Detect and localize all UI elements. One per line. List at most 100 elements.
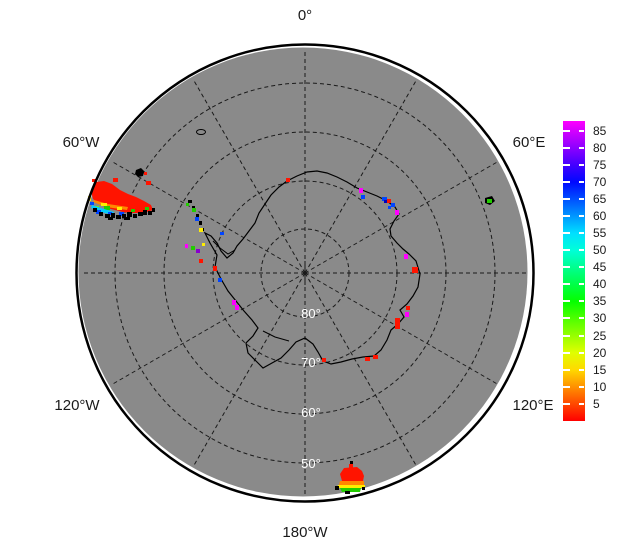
meridian-line xyxy=(304,78,418,274)
data-speck xyxy=(99,212,103,216)
data-speck xyxy=(96,210,101,214)
data-speck xyxy=(235,305,239,310)
meridian-label-0: 0° xyxy=(298,7,312,24)
colorbar-tick xyxy=(579,351,584,354)
data-speck xyxy=(412,267,418,273)
meridian-label-180w: 180°W xyxy=(282,524,328,541)
data-speck xyxy=(144,172,147,175)
colorbar-tick xyxy=(563,163,570,166)
colorbar-tick xyxy=(563,232,570,235)
island-northwest xyxy=(135,168,144,177)
data-speck xyxy=(117,207,122,210)
colorbar-tick xyxy=(563,402,570,405)
data-speck xyxy=(185,244,188,248)
colorbar-tick-label: 80 xyxy=(593,140,607,155)
data-speck xyxy=(337,485,365,488)
meridian-labels: 0° 60°E 120°E 180°W 120°W 60°W xyxy=(54,7,553,541)
meridian-line xyxy=(110,160,306,274)
map-border-circle xyxy=(75,43,535,503)
data-speck xyxy=(199,221,202,225)
data-speck xyxy=(361,195,365,199)
data-speck xyxy=(127,212,132,217)
data-speck xyxy=(487,199,492,203)
colorbar-tick xyxy=(563,214,570,217)
data-speck xyxy=(199,259,203,263)
colorbar-tick-label: 35 xyxy=(593,294,607,309)
data-speck xyxy=(146,181,151,185)
data-speck xyxy=(113,178,118,182)
colorbar-tick xyxy=(579,180,584,183)
colorbar-tick-label: 55 xyxy=(593,226,607,241)
meridian-line xyxy=(192,78,306,274)
data-speck xyxy=(119,212,124,216)
colorbar-tick xyxy=(579,283,584,286)
colorbar-tick xyxy=(579,249,584,252)
colorbar-tick-label: 75 xyxy=(593,157,607,172)
colorbar-tick xyxy=(579,214,584,217)
data-speck xyxy=(196,214,199,218)
meridian-label-60e: 60°E xyxy=(513,134,546,151)
data-speck xyxy=(213,266,217,271)
colorbar-tick xyxy=(579,402,584,405)
data-speck xyxy=(406,306,410,310)
colorbar-tick xyxy=(563,300,570,303)
colorbar-tick xyxy=(579,146,584,149)
data-speck xyxy=(365,357,370,361)
island-south xyxy=(350,461,353,464)
data-speck xyxy=(349,464,353,469)
ice-shelf-lines xyxy=(212,240,290,342)
meridian-label-60w: 60°W xyxy=(63,134,101,151)
colorbar-tick xyxy=(563,334,570,337)
data-speck xyxy=(220,232,224,235)
colorbar-legend: 85 80 75 70 65 60 55 50 45 40 35 30 25 20 15 10 5 xyxy=(563,121,625,421)
colorbar-tick xyxy=(563,129,570,132)
data-speck xyxy=(131,209,135,212)
data-speck xyxy=(202,243,205,246)
colorbar-tick xyxy=(579,163,584,166)
colorbar-tick xyxy=(563,180,570,183)
island-outline xyxy=(196,129,206,135)
latitude-label-80: 80° xyxy=(301,306,321,321)
data-speck xyxy=(104,206,110,210)
data-speck xyxy=(145,207,149,210)
meridian-label-120e: 120°E xyxy=(512,397,553,414)
colorbar-tick xyxy=(579,266,584,269)
data-speck xyxy=(199,228,203,232)
data-speck xyxy=(286,178,290,182)
colorbar-tick-label: 70 xyxy=(593,174,607,189)
data-speck xyxy=(195,217,199,221)
colorbar-tick xyxy=(563,385,570,388)
data-speck xyxy=(335,486,339,490)
data-speck xyxy=(382,197,387,201)
colorbar-tick-label: 20 xyxy=(593,345,607,360)
data-speck xyxy=(404,254,408,259)
data-speck xyxy=(122,214,126,218)
latitude-label-50: 50° xyxy=(301,456,321,471)
colorbar-tick xyxy=(579,385,584,388)
colorbar-tick-label: 45 xyxy=(593,260,607,275)
data-speck xyxy=(105,214,110,218)
colorbar-tick xyxy=(563,351,570,354)
colorbar-tick xyxy=(579,197,584,200)
colorbar-tick-label: 50 xyxy=(593,243,607,258)
data-speck xyxy=(143,210,147,215)
meridian-line xyxy=(192,272,306,468)
data-speck xyxy=(148,211,152,215)
colorbar-tick xyxy=(579,300,584,303)
colorbar-tick-label: 65 xyxy=(593,191,607,206)
data-speck xyxy=(92,179,96,182)
data-speck xyxy=(90,202,94,205)
colorbar-tick-label: 25 xyxy=(593,328,607,343)
data-speck xyxy=(373,355,378,359)
data-speck xyxy=(388,206,391,209)
data-speck xyxy=(138,212,143,216)
colorbar-tick-label: 15 xyxy=(593,362,607,377)
colorbar-tick xyxy=(579,334,584,337)
data-speck xyxy=(391,203,395,207)
data-speck xyxy=(345,491,350,494)
colorbar-tick-label: 60 xyxy=(593,208,607,223)
colorbar-tick xyxy=(579,129,584,132)
data-overlays xyxy=(88,129,495,494)
data-speck xyxy=(93,208,97,212)
